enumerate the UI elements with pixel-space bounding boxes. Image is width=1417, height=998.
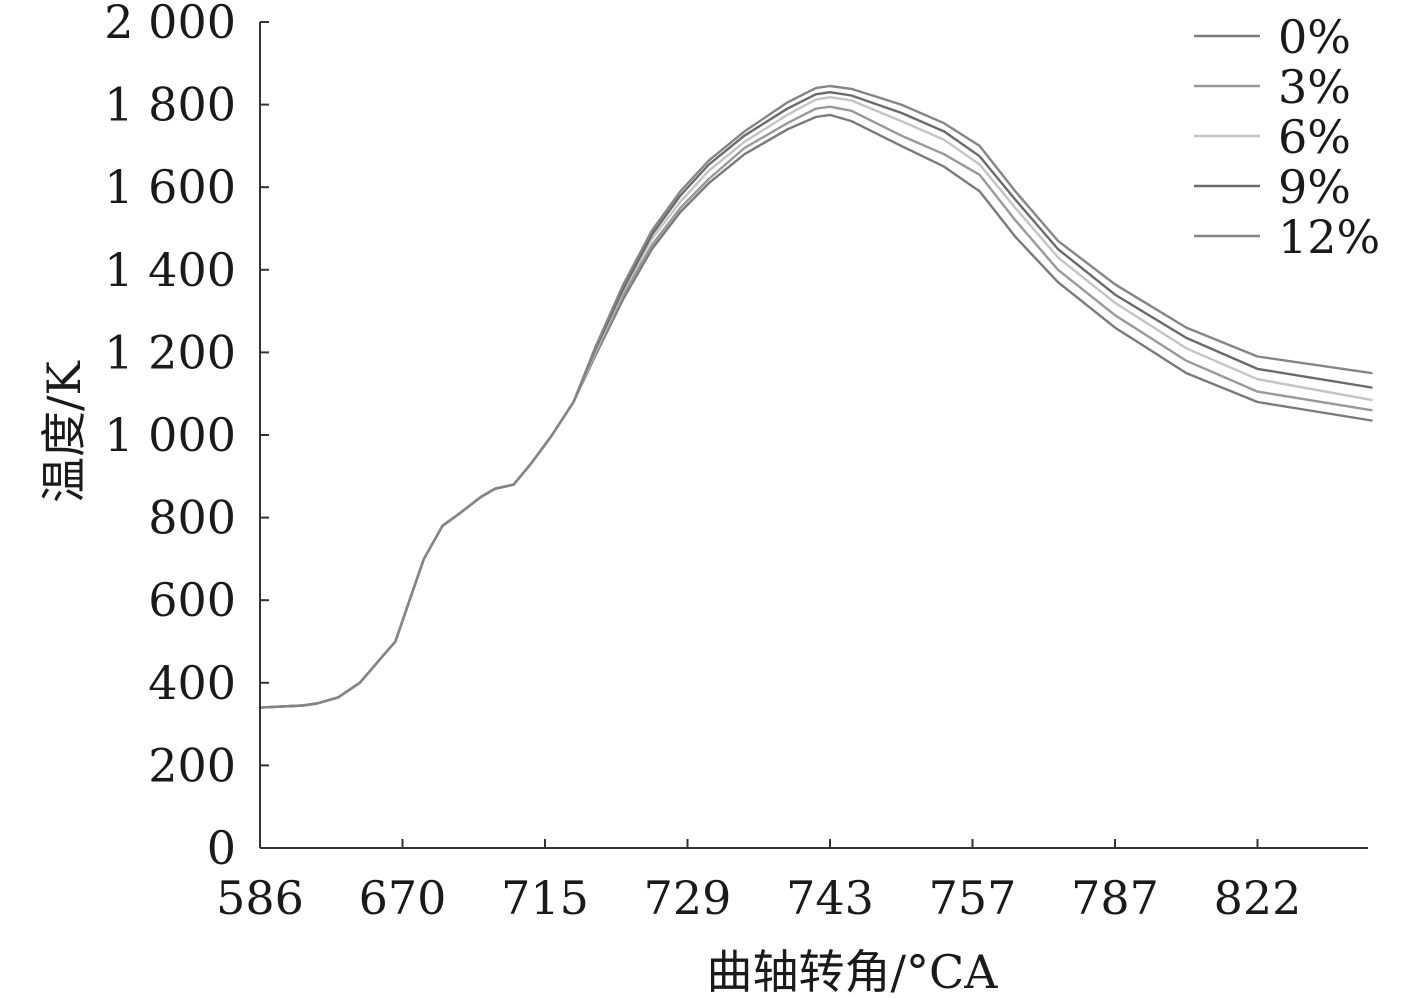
y-tick-label: 1 800	[104, 78, 236, 132]
legend-label: 9%	[1278, 160, 1351, 214]
x-tick-label: 670	[359, 871, 447, 925]
legend-label: 6%	[1278, 110, 1351, 164]
series-line-4	[258, 84, 1373, 709]
y-tick-label: 600	[148, 573, 236, 627]
x-tick-label: 757	[929, 871, 1017, 925]
x-axis-title: 曲轴转角/°CA	[707, 945, 999, 998]
x-tick-label: 822	[1214, 871, 1302, 925]
y-tick-label: 1 400	[104, 243, 236, 297]
x-axis-ticks: 586 670 715 729 743 757 787 822	[216, 839, 1301, 925]
x-tick-label: 586	[216, 871, 304, 925]
y-tick-label: 1 000	[104, 408, 236, 462]
series-layer	[258, 84, 1373, 709]
series-line-3	[258, 91, 1373, 709]
series-line-0	[258, 113, 1373, 709]
legend-label: 3%	[1278, 60, 1351, 114]
legend-label: 0%	[1278, 10, 1351, 64]
series-line-1	[258, 105, 1373, 709]
y-axis-title: 温度/K	[37, 359, 91, 502]
y-tick-label: 2 000	[104, 0, 236, 49]
y-axis-ticks: 0 200 400 600 800 1 000 1 200 1 400 1 600 1 800 2 …	[104, 0, 269, 875]
y-tick-label: 0	[207, 821, 236, 875]
axes-layer	[259, 22, 1368, 849]
x-tick-label: 715	[501, 871, 589, 925]
x-tick-label: 787	[1071, 871, 1159, 925]
series-line-2	[258, 96, 1373, 709]
y-tick-label: 800	[148, 491, 236, 545]
x-tick-label: 729	[644, 871, 732, 925]
legend-label: 12%	[1278, 210, 1380, 264]
y-tick-label: 1 600	[104, 160, 236, 214]
legend: 0%3%6%9%12%	[1194, 10, 1380, 264]
y-tick-label: 200	[148, 738, 236, 792]
x-tick-label: 743	[786, 871, 874, 925]
y-tick-label: 400	[148, 656, 236, 710]
y-tick-label: 1 200	[104, 325, 236, 379]
